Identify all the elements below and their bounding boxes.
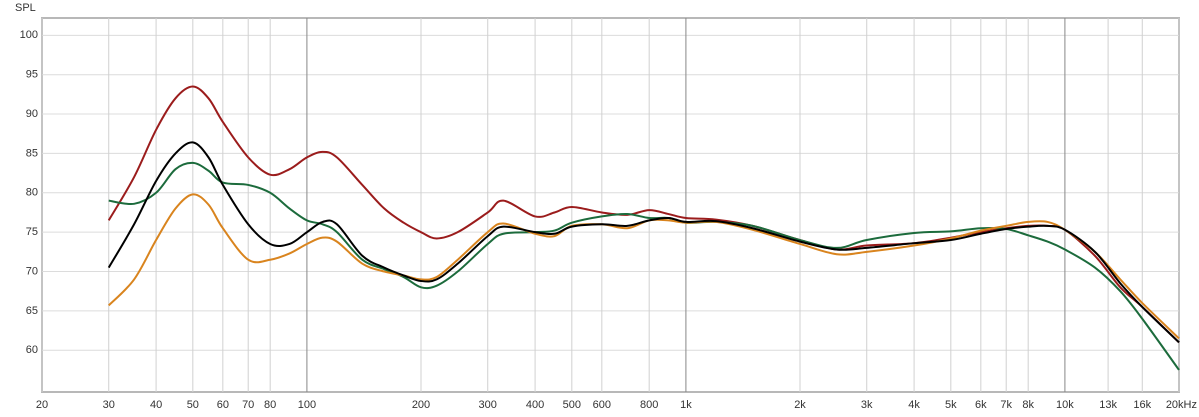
x-tick-label: 800 xyxy=(640,399,658,411)
x-tick-label: 4k xyxy=(908,399,920,411)
x-tick-label: 20kHz xyxy=(1166,399,1197,411)
y-tick-label: 80 xyxy=(26,187,38,199)
x-tick-label: 2k xyxy=(794,399,806,411)
x-tick-label: 1k xyxy=(680,399,692,411)
x-tick-label: 80 xyxy=(264,399,276,411)
x-tick-label: 50 xyxy=(187,399,199,411)
x-tick-label: 6k xyxy=(975,399,987,411)
x-tick-label: 3k xyxy=(861,399,873,411)
y-tick-label: 100 xyxy=(20,29,38,41)
y-tick-label: 95 xyxy=(26,69,38,81)
x-tick-label: 13k xyxy=(1099,399,1117,411)
series-line xyxy=(108,161,1180,371)
x-tick-label: 600 xyxy=(593,399,611,411)
x-tick-label: 7k xyxy=(1000,399,1012,411)
y-tick-label: 65 xyxy=(26,305,38,317)
x-tick-label: 400 xyxy=(526,399,544,411)
y-tick-label: 60 xyxy=(26,344,38,356)
y-tick-label: 90 xyxy=(26,108,38,120)
x-tick-label: 16k xyxy=(1133,399,1151,411)
x-tick-label: 300 xyxy=(479,399,497,411)
x-tick-label: 5k xyxy=(945,399,957,411)
series-line xyxy=(108,193,1180,340)
series-line xyxy=(107,141,1180,344)
x-tick-label: 60 xyxy=(217,399,229,411)
x-tick-label: 8k xyxy=(1022,399,1034,411)
x-tick-label: 10k xyxy=(1056,399,1074,411)
x-tick-label: 200 xyxy=(412,399,430,411)
x-tick-label: 70 xyxy=(242,399,254,411)
x-tick-label: 500 xyxy=(563,399,581,411)
x-tick-label: 40 xyxy=(150,399,162,411)
y-tick-label: 85 xyxy=(26,147,38,159)
y-tick-label: 75 xyxy=(26,226,38,238)
x-tick-label: 100 xyxy=(298,399,316,411)
plot-area xyxy=(41,17,1180,393)
x-tick-label: 20 xyxy=(36,399,48,411)
y-axis-label: SPL xyxy=(15,2,36,14)
x-tick-label: 30 xyxy=(103,399,115,411)
y-tick-label: 70 xyxy=(26,265,38,277)
